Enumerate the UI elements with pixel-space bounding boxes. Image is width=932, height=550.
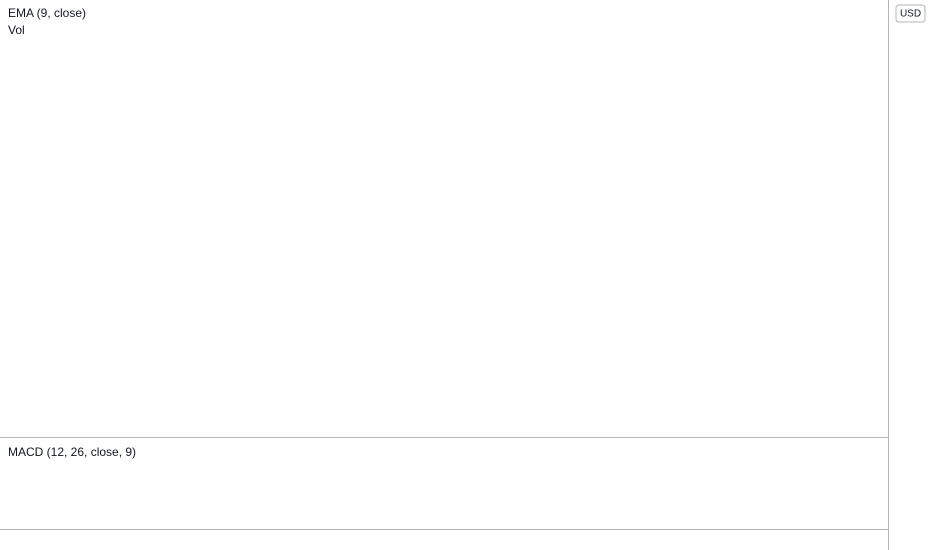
currency-label: USD — [900, 9, 921, 20]
volume-legend[interactable]: Vol — [8, 23, 25, 37]
currency-box[interactable] — [895, 4, 926, 23]
ema-legend[interactable]: EMA (9, close) — [8, 6, 86, 20]
macd-legend[interactable]: MACD (12, 26, close, 9) — [8, 445, 136, 459]
